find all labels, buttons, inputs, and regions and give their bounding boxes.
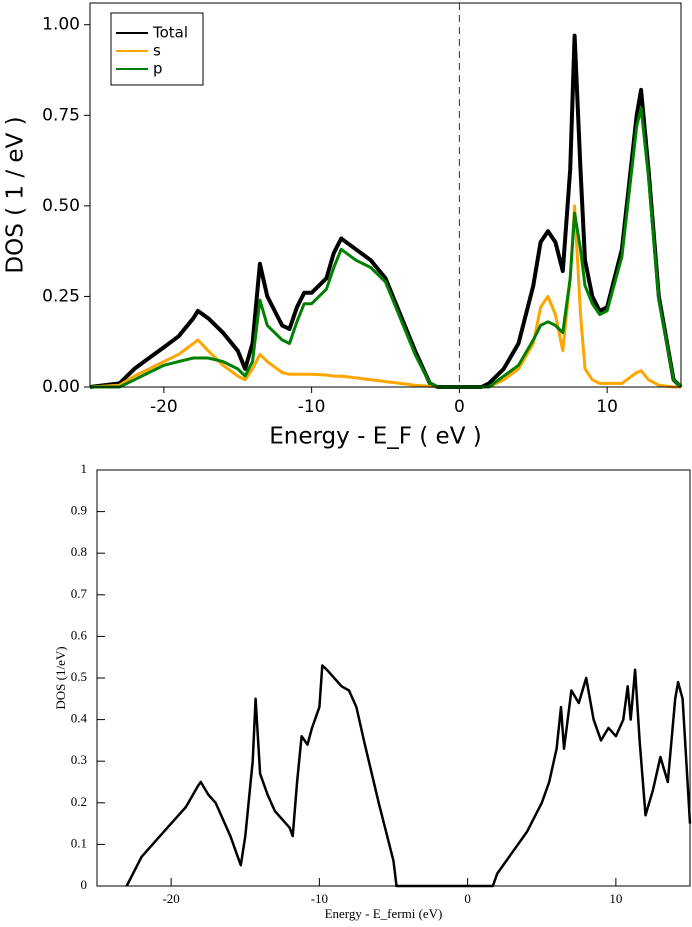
- legend-box: [110, 12, 204, 86]
- y-tick-label: 0.6: [71, 627, 88, 642]
- y-tick-label: 0.8: [71, 544, 87, 559]
- legend-label: s: [153, 42, 161, 60]
- y-tick-label: 0.00: [42, 377, 80, 397]
- x-tick-label: 0: [454, 397, 465, 417]
- y-axis-label: DOS (1/eV): [53, 646, 68, 709]
- dos-line: [90, 106, 683, 389]
- y-tick-label: 0.9: [71, 503, 87, 518]
- x-tick-label: 10: [596, 397, 618, 417]
- legend-label: Total: [152, 24, 188, 42]
- dos-line: [89, 204, 681, 389]
- y-tick-label: 0: [81, 877, 88, 892]
- legend-label: p: [153, 60, 163, 78]
- y-tick-label: 0.5: [71, 669, 87, 684]
- chart: 0.00 0.25 0.50 0.75 1.00 -20 -10 0 10 Energy - E_…: [3, 2, 683, 450]
- x-tick-label: 10: [609, 891, 622, 906]
- y-tick-label: 0.7: [71, 586, 88, 601]
- y-axis-label: DOS ( 1 / eV ): [3, 116, 29, 273]
- chart: 0 0.1 0.2 0.3 0.4 0.5 0.6 0.7 0.8 0.9 1 -20 -10 0 10 En…: [53, 461, 692, 921]
- x-tick-label: -20: [162, 891, 179, 906]
- plot-frame: [89, 2, 682, 388]
- dos-line: [125, 664, 692, 888]
- y-tick-label: 0.2: [71, 794, 87, 809]
- x-axis-label: Energy - E_fermi (eV): [325, 906, 443, 921]
- y-tick-label: 0.50: [42, 196, 80, 216]
- x-tick-label: -20: [150, 397, 178, 417]
- x-tick-label: -10: [298, 397, 326, 417]
- x-tick-label: 0: [464, 891, 471, 906]
- x-tick-label: -10: [311, 891, 328, 906]
- y-tick-label: 0.4: [71, 711, 88, 726]
- y-tick-label: 1: [81, 461, 88, 476]
- y-tick-label: 0.75: [42, 105, 80, 125]
- plot-frame: [96, 469, 691, 887]
- y-tick-label: 0.25: [42, 286, 80, 306]
- dos-line: [89, 33, 683, 389]
- y-tick-label: 1.00: [42, 15, 80, 35]
- y-tick-label: 0.1: [71, 835, 87, 850]
- y-tick-label: 0.3: [71, 752, 87, 767]
- x-axis-label: Energy - E_F ( eV ): [269, 424, 481, 450]
